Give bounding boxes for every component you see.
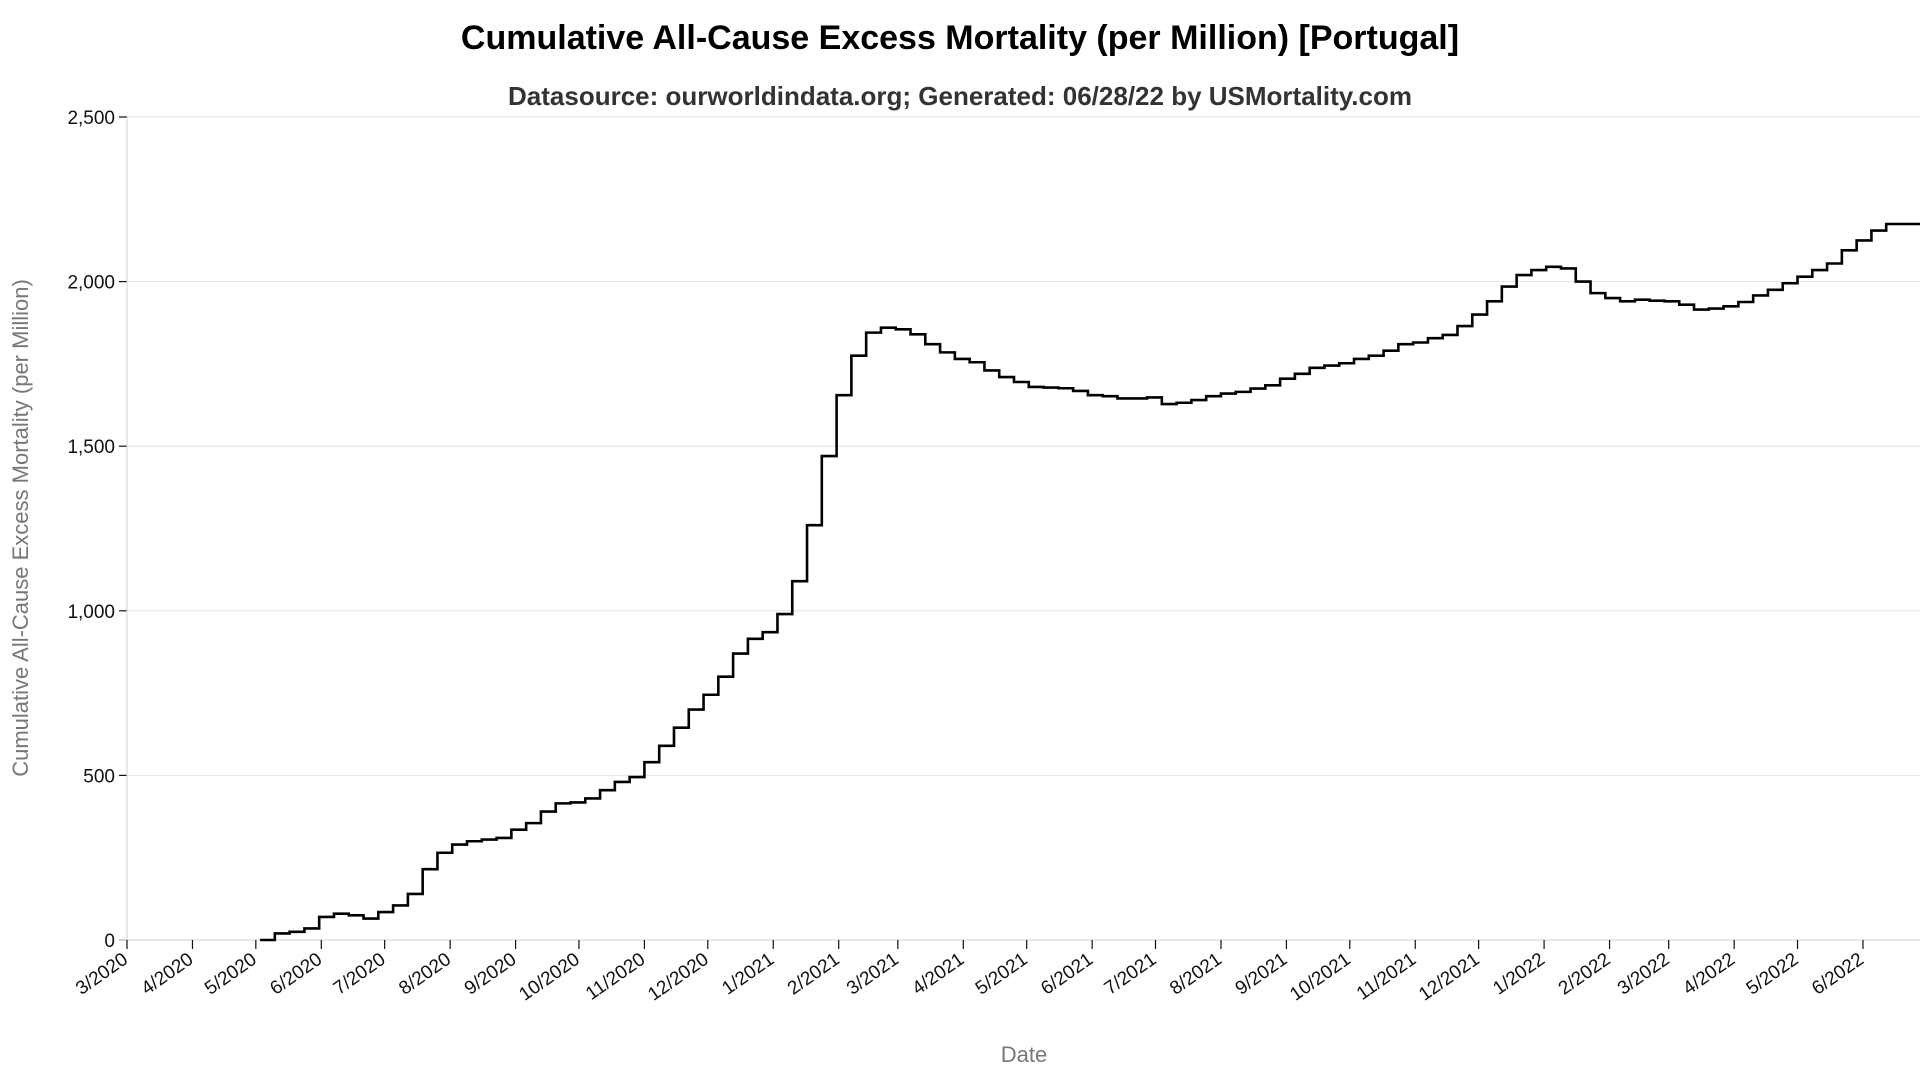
- x-tick-label: 3/2021: [843, 949, 903, 1000]
- x-tick-label: 6/2020: [267, 949, 327, 1000]
- x-tick-label: 10/2020: [516, 949, 584, 1006]
- axes: [119, 116, 1920, 949]
- x-tick-labels: 3/2020 4/2020 5/2020 6/2020 7/2020 8/2020 9/20…: [72, 949, 1868, 1006]
- x-tick-label: 7/2020: [330, 949, 390, 1000]
- x-tick-label: 6/2021: [1037, 949, 1097, 1000]
- y-tick-label: 2,500: [67, 108, 115, 129]
- x-tick-label: 4/2022: [1679, 949, 1739, 1000]
- y-tick-labels: 0 500 1,000 1,500 2,000 2,500: [67, 108, 115, 952]
- x-tick-label: 7/2021: [1101, 949, 1161, 1000]
- x-tick-label: 12/2020: [644, 949, 712, 1006]
- grid-lines: [127, 116, 1920, 776]
- x-tick-label: 1/2021: [718, 949, 778, 1000]
- x-tick-label: 5/2020: [201, 949, 261, 1000]
- x-tick-label: 4/2021: [909, 949, 969, 1000]
- x-tick-label: 12/2021: [1415, 949, 1483, 1006]
- y-tick-label: 2,000: [67, 273, 115, 294]
- x-tick-label: 11/2020: [582, 949, 649, 1005]
- series-layer: [260, 222, 1920, 942]
- x-tick-label: 11/2021: [1353, 949, 1420, 1005]
- chart-subtitle: Datasource: ourworldindata.org; Generate…: [508, 81, 1412, 111]
- x-tick-label: 9/2021: [1232, 949, 1292, 1000]
- x-tick-label: 9/2020: [461, 949, 521, 1000]
- x-tick-label: 8/2020: [395, 949, 455, 1000]
- y-tick-label: 0: [104, 931, 115, 952]
- y-axis-label: Cumulative All-Cause Excess Mortality (p…: [8, 279, 33, 777]
- x-tick-label: 8/2021: [1166, 949, 1226, 1000]
- x-tick-label: 3/2022: [1614, 949, 1674, 1000]
- x-tick-label: 5/2021: [972, 949, 1032, 1000]
- x-tick-label: 2/2021: [784, 949, 844, 1000]
- x-tick-label: 2/2022: [1555, 949, 1615, 1000]
- y-tick-label: 1,500: [67, 437, 115, 458]
- series-line: [260, 222, 1920, 942]
- x-tick-label: 3/2020: [72, 949, 132, 1000]
- x-axis-label: Date: [1001, 1042, 1047, 1067]
- x-tick-label: 4/2020: [138, 949, 198, 1000]
- y-tick-label: 1,000: [67, 602, 115, 623]
- y-tick-label: 500: [83, 766, 115, 787]
- x-tick-label: 5/2022: [1743, 949, 1803, 1000]
- chart-title: Cumulative All-Cause Excess Mortality (p…: [461, 19, 1459, 57]
- x-tick-label: 10/2021: [1286, 949, 1354, 1006]
- x-tick-label: 6/2022: [1808, 949, 1868, 1000]
- x-tick-label: 1/2022: [1489, 949, 1549, 1000]
